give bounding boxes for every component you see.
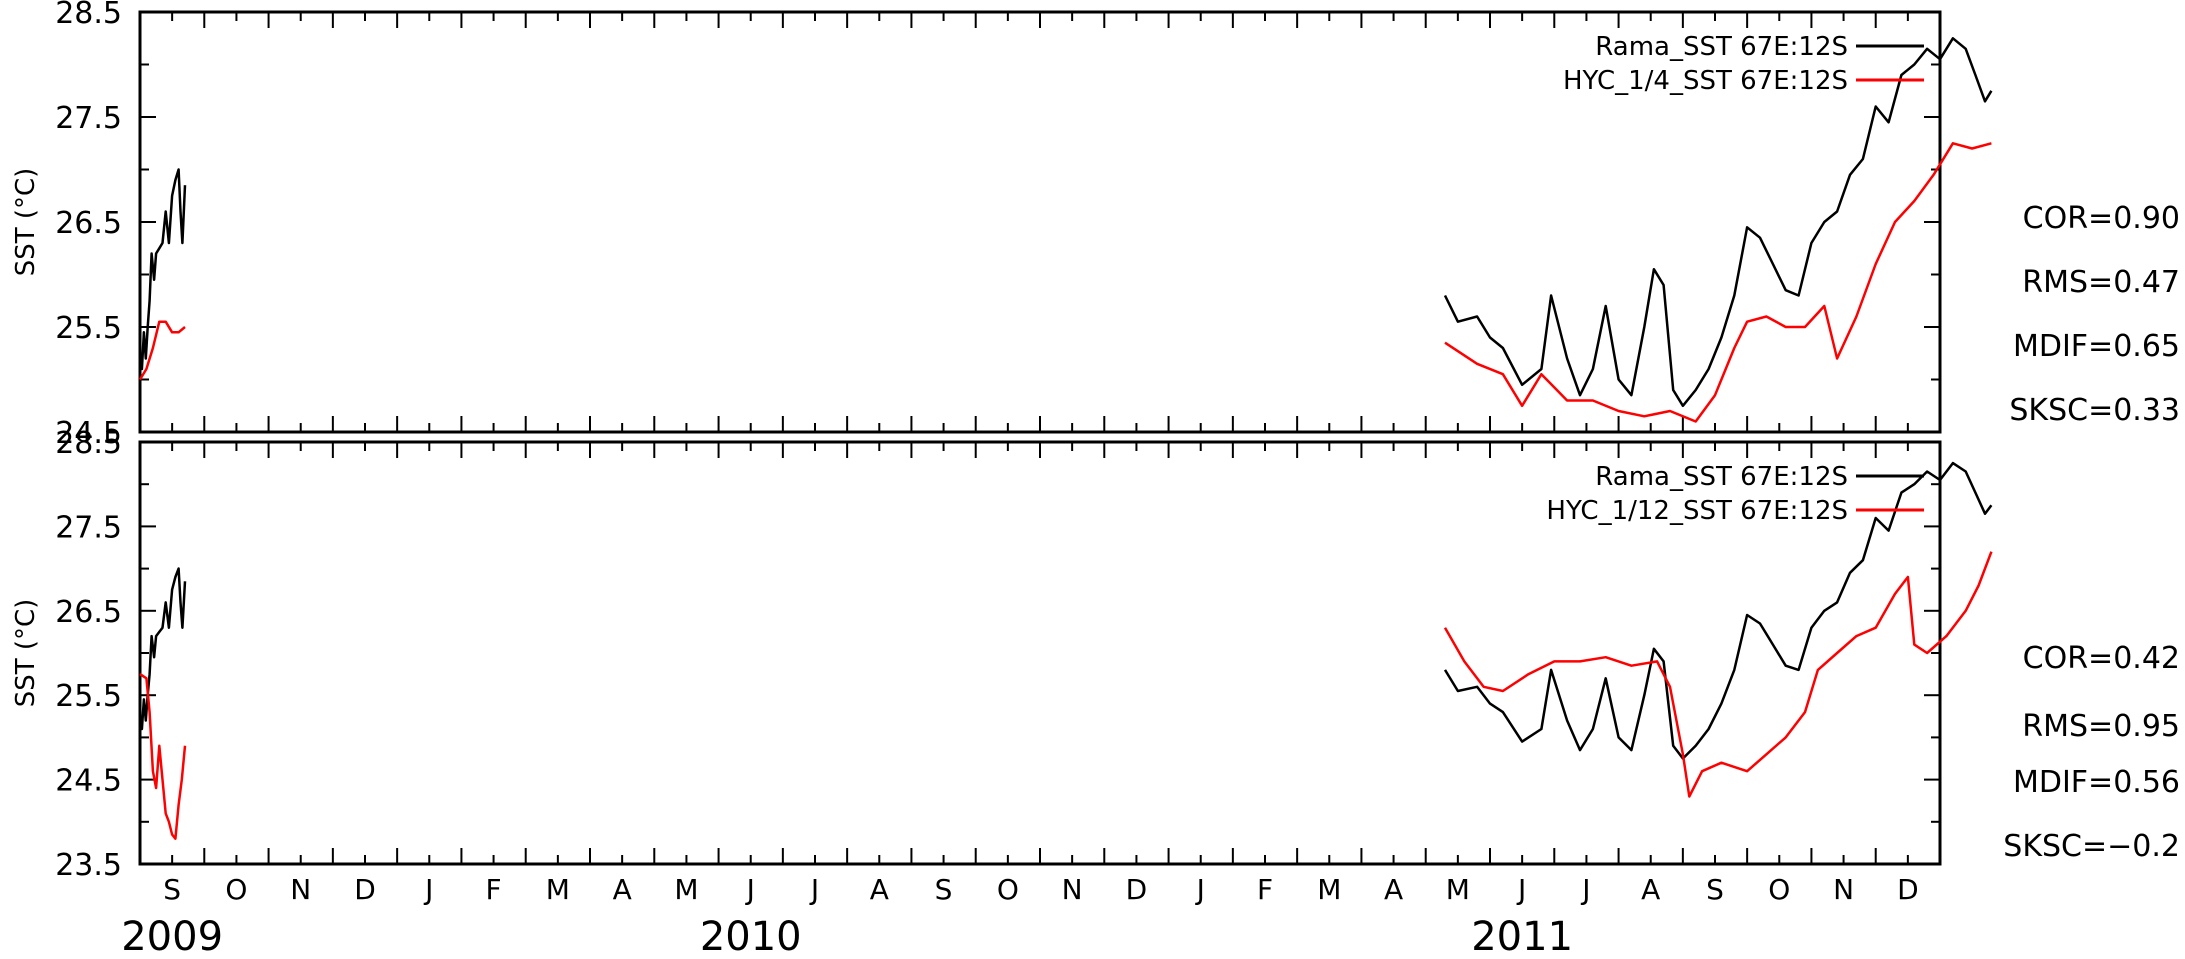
y-tick-label: 24.5 <box>55 416 122 451</box>
y-tick-label: 25.5 <box>55 311 122 346</box>
series-line-0 <box>1443 37 1993 408</box>
legend-label: HYC_1/12_SST 67E:12S <box>1546 496 1848 526</box>
month-label: F <box>1257 873 1273 906</box>
stat-mdif: MDIF=0.65 <box>2013 329 2180 364</box>
year-label: 2010 <box>700 914 802 955</box>
y-axis-label: SST (°C) <box>11 599 41 708</box>
y-tick-label: 24.5 <box>55 764 122 799</box>
stat-sksc: SKSC=0.33 <box>2009 393 2180 428</box>
month-label: S <box>935 873 953 906</box>
y-tick-label: 25.5 <box>55 679 122 714</box>
month-label: J <box>1580 873 1590 906</box>
stat-sksc: SKSC=−0.2 <box>2003 829 2180 864</box>
y-tick-label: 26.5 <box>55 595 122 630</box>
month-label: D <box>1126 873 1148 906</box>
year-label: 2009 <box>121 914 223 955</box>
month-label: A <box>870 873 889 906</box>
series-line-0 <box>1443 461 1993 760</box>
month-label: A <box>1641 873 1660 906</box>
month-label: N <box>1833 873 1854 906</box>
y-tick-label: 27.5 <box>55 510 122 545</box>
month-label: M <box>1317 873 1341 906</box>
month-label: D <box>1897 873 1919 906</box>
year-label: 2011 <box>1471 914 1573 955</box>
stat-cor: COR=0.90 <box>2023 201 2180 236</box>
legend-label: Rama_SST 67E:12S <box>1595 32 1848 62</box>
stat-rms: RMS=0.47 <box>2022 265 2180 300</box>
month-label: A <box>1384 873 1403 906</box>
y-tick-label: 23.5 <box>55 848 122 883</box>
month-label: F <box>486 873 502 906</box>
month-label: D <box>354 873 376 906</box>
month-label: A <box>613 873 632 906</box>
month-label: O <box>1768 873 1790 906</box>
month-label: N <box>290 873 311 906</box>
y-tick-label: 28.5 <box>55 426 122 461</box>
series-line-1 <box>139 673 187 840</box>
series-line-0 <box>138 567 187 731</box>
month-label: J <box>1195 873 1205 906</box>
month-label: J <box>745 873 755 906</box>
month-label: M <box>546 873 570 906</box>
month-label: M <box>674 873 698 906</box>
month-label: J <box>1516 873 1526 906</box>
y-axis-label: SST (°C) <box>11 168 41 277</box>
month-label: S <box>163 873 181 906</box>
y-tick-label: 26.5 <box>55 206 122 241</box>
stat-mdif: MDIF=0.56 <box>2013 765 2180 800</box>
stat-cor: COR=0.42 <box>2023 641 2180 676</box>
month-label: J <box>809 873 819 906</box>
legend-label: HYC_1/4_SST 67E:12S <box>1563 66 1848 96</box>
month-label: M <box>1446 873 1470 906</box>
series-line-1 <box>1444 142 1992 423</box>
series-line-0 <box>138 168 187 371</box>
y-tick-label: 27.5 <box>55 101 122 136</box>
legend-label: Rama_SST 67E:12S <box>1595 462 1848 492</box>
month-label: N <box>1062 873 1083 906</box>
stat-rms: RMS=0.95 <box>2022 709 2180 744</box>
series-line-1 <box>138 320 186 381</box>
series-line-1 <box>1443 551 1993 798</box>
month-label: J <box>423 873 433 906</box>
y-tick-label: 28.5 <box>55 0 122 31</box>
month-label: O <box>225 873 247 906</box>
month-label: S <box>1706 873 1724 906</box>
month-label: O <box>997 873 1019 906</box>
